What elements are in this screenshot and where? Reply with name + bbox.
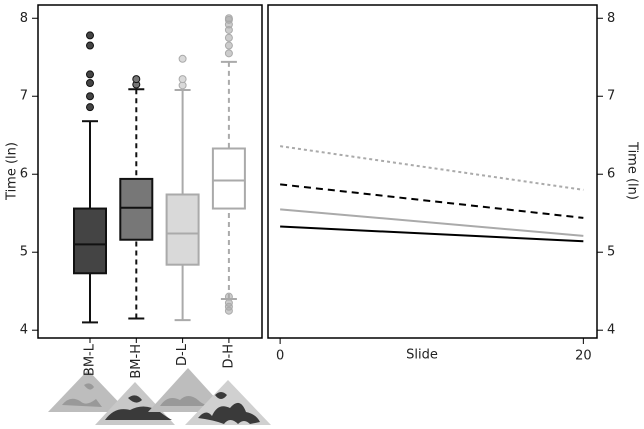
line-series xyxy=(279,145,584,191)
box-panel-frame xyxy=(37,4,263,339)
x-tick-label: D-L xyxy=(175,343,190,366)
y-tick-label: 4 xyxy=(20,323,28,338)
box xyxy=(211,147,246,210)
y-tick-label: 6 xyxy=(20,167,28,182)
thumbnail-tissue xyxy=(160,396,214,406)
outlier xyxy=(86,103,94,112)
line-series xyxy=(280,183,584,219)
x-tick-label: 0 xyxy=(276,349,284,364)
outlier xyxy=(132,75,141,84)
y-axis-title: Time (ln) xyxy=(625,141,640,200)
outlier xyxy=(224,49,233,58)
y-tick-label: 8 xyxy=(607,11,615,26)
outlier xyxy=(178,54,187,63)
outlier xyxy=(224,292,233,301)
outlier xyxy=(86,31,94,40)
y-tick-label: 5 xyxy=(20,245,28,260)
box xyxy=(73,207,107,275)
outlier xyxy=(86,41,94,50)
line-panel-frame xyxy=(267,4,598,339)
y-tick-label: 5 xyxy=(607,245,615,260)
slide-thumbnails xyxy=(48,368,271,425)
x-axis-title: Slide xyxy=(406,348,438,363)
x-tick-label: D-H xyxy=(221,344,236,368)
thumbnail-tissue xyxy=(62,383,102,407)
thumbnail-tissue xyxy=(198,392,260,424)
line-series xyxy=(280,208,584,237)
y-tick-label: 6 xyxy=(607,167,615,182)
y-tick-label: 4 xyxy=(607,323,615,338)
y-tick-label: 7 xyxy=(20,89,28,104)
outlier xyxy=(86,70,94,79)
outlier xyxy=(86,92,94,101)
box xyxy=(165,193,200,266)
box xyxy=(119,177,154,241)
y-axis-title: Time (ln) xyxy=(5,142,20,201)
thumbnail-tissue xyxy=(105,395,172,420)
outlier xyxy=(178,75,187,84)
y-tick-label: 7 xyxy=(607,89,615,104)
outlier xyxy=(86,78,94,87)
outlier xyxy=(224,41,233,50)
line-series xyxy=(280,225,584,243)
x-tick-label: BM-H xyxy=(129,344,144,379)
y-tick-label: 8 xyxy=(20,11,28,26)
x-tick-label: BM-L xyxy=(83,343,98,376)
x-tick-label: 20 xyxy=(575,349,592,364)
outlier xyxy=(224,14,233,23)
outlier xyxy=(224,33,233,42)
